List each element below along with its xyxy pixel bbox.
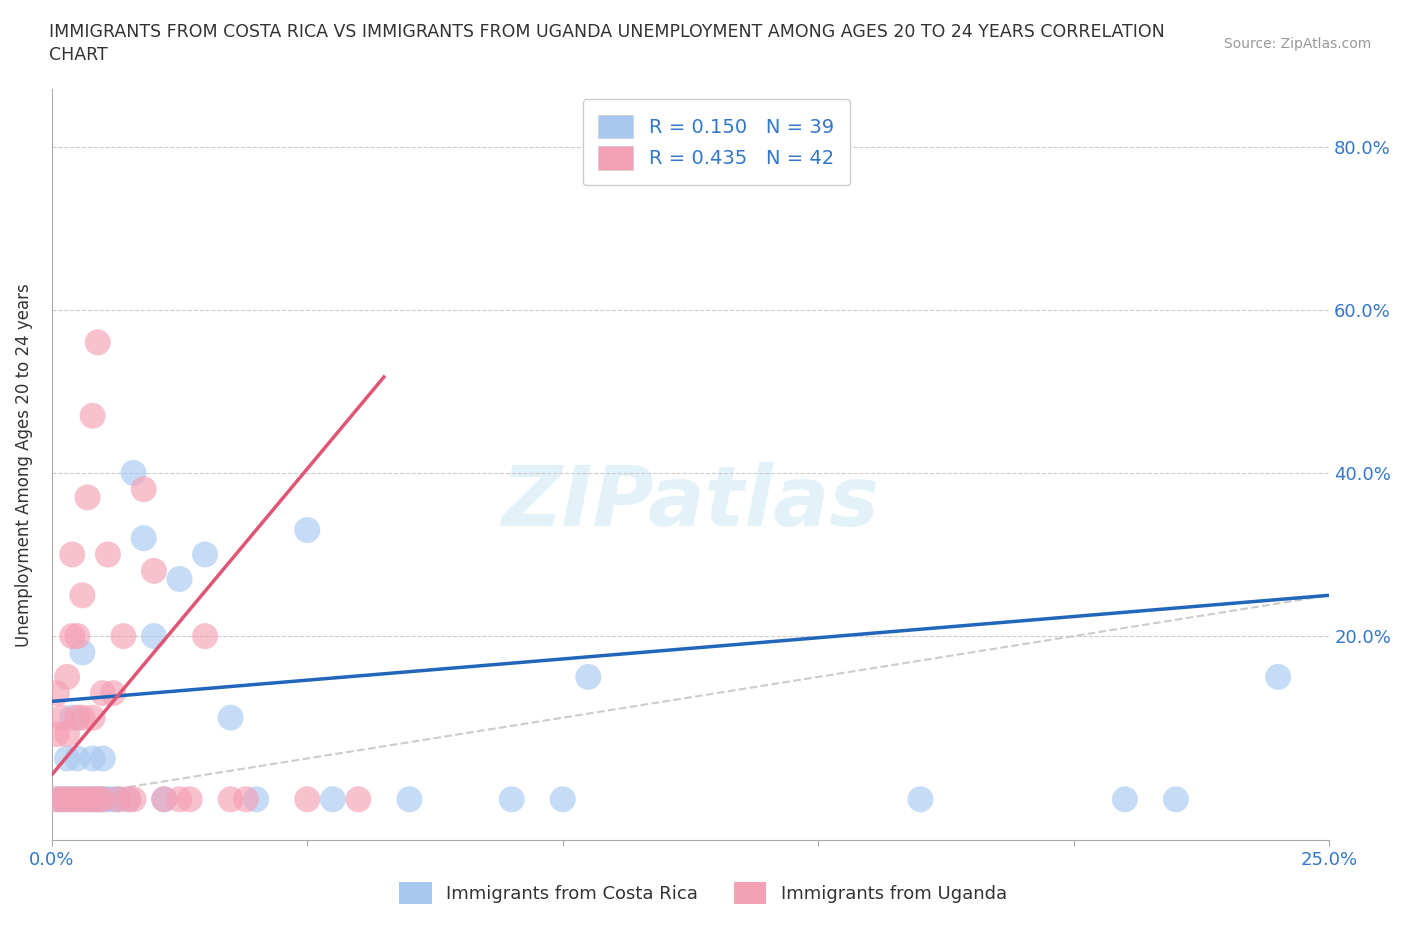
- Point: [82, 408, 104, 423]
- Point: [45, 726, 67, 741]
- Point: [87, 791, 110, 806]
- Point: [51, 791, 73, 806]
- Point: [122, 465, 145, 480]
- Point: [60, 629, 83, 644]
- Point: [45, 791, 67, 806]
- Point: [153, 791, 176, 806]
- Point: [72, 791, 94, 806]
- Point: [51, 711, 73, 725]
- Text: Source: ZipAtlas.com: Source: ZipAtlas.com: [1223, 37, 1371, 51]
- Point: [66, 711, 89, 725]
- Point: [66, 751, 89, 766]
- Point: [122, 791, 145, 806]
- Point: [132, 531, 155, 546]
- Point: [322, 791, 344, 806]
- Point: [347, 791, 370, 806]
- Point: [60, 711, 83, 725]
- Point: [1267, 670, 1289, 684]
- Point: [551, 791, 574, 806]
- Point: [72, 711, 94, 725]
- Point: [72, 645, 94, 660]
- Point: [56, 726, 79, 741]
- Point: [82, 791, 104, 806]
- Point: [56, 670, 79, 684]
- Point: [576, 670, 599, 684]
- Point: [60, 547, 83, 562]
- Point: [398, 791, 420, 806]
- Text: ZIPatlas: ZIPatlas: [502, 462, 879, 543]
- Point: [132, 482, 155, 497]
- Point: [117, 791, 139, 806]
- Point: [107, 791, 129, 806]
- Point: [142, 564, 165, 578]
- Point: [60, 791, 83, 806]
- Point: [179, 791, 201, 806]
- Point: [87, 791, 110, 806]
- Text: IMMIGRANTS FROM COSTA RICA VS IMMIGRANTS FROM UGANDA UNEMPLOYMENT AMONG AGES 20 : IMMIGRANTS FROM COSTA RICA VS IMMIGRANTS…: [49, 23, 1166, 41]
- Point: [72, 791, 94, 806]
- Point: [76, 791, 98, 806]
- Point: [219, 791, 242, 806]
- Point: [107, 791, 129, 806]
- Point: [45, 685, 67, 700]
- Point: [501, 791, 523, 806]
- Point: [1114, 791, 1136, 806]
- Point: [169, 791, 191, 806]
- Point: [910, 791, 932, 806]
- Point: [82, 751, 104, 766]
- Point: [87, 791, 110, 806]
- Point: [91, 685, 114, 700]
- Point: [51, 791, 73, 806]
- Point: [66, 791, 89, 806]
- Y-axis label: Unemployment Among Ages 20 to 24 years: Unemployment Among Ages 20 to 24 years: [15, 283, 32, 646]
- Point: [76, 490, 98, 505]
- Point: [56, 791, 79, 806]
- Point: [169, 572, 191, 587]
- Point: [97, 547, 120, 562]
- Point: [297, 523, 319, 538]
- Point: [245, 791, 267, 806]
- Point: [297, 791, 319, 806]
- Legend: Immigrants from Costa Rica, Immigrants from Uganda: Immigrants from Costa Rica, Immigrants f…: [392, 875, 1014, 911]
- Point: [97, 791, 120, 806]
- Point: [91, 791, 114, 806]
- Point: [56, 751, 79, 766]
- Point: [60, 791, 83, 806]
- Point: [117, 791, 139, 806]
- Point: [45, 791, 67, 806]
- Point: [219, 711, 242, 725]
- Point: [235, 791, 257, 806]
- Point: [82, 711, 104, 725]
- Point: [72, 588, 94, 603]
- Point: [87, 335, 110, 350]
- Point: [66, 629, 89, 644]
- Point: [56, 791, 79, 806]
- Point: [194, 547, 217, 562]
- Point: [66, 791, 89, 806]
- Point: [112, 629, 135, 644]
- Point: [153, 791, 176, 806]
- Point: [101, 685, 124, 700]
- Point: [1164, 791, 1187, 806]
- Point: [76, 791, 98, 806]
- Point: [91, 791, 114, 806]
- Point: [194, 629, 217, 644]
- Point: [91, 751, 114, 766]
- Text: CHART: CHART: [49, 46, 108, 64]
- Legend: R = 0.150   N = 39, R = 0.435   N = 42: R = 0.150 N = 39, R = 0.435 N = 42: [582, 100, 849, 185]
- Point: [82, 791, 104, 806]
- Point: [142, 629, 165, 644]
- Point: [101, 791, 124, 806]
